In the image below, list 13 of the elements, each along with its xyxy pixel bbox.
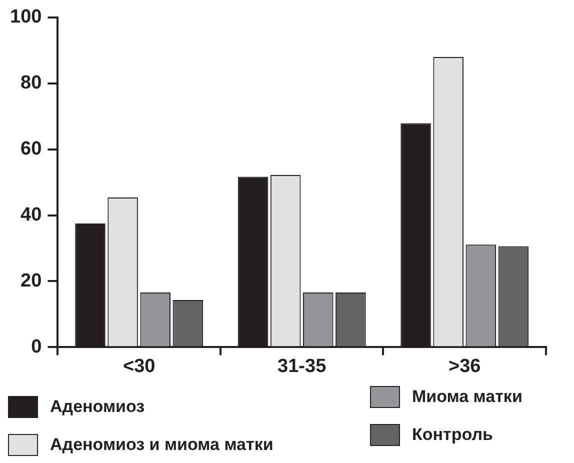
y-tick-label: 40: [20, 204, 42, 226]
legend-label: Миома матки: [412, 387, 522, 407]
legend-label: Аденомиоз и миома матки: [50, 435, 274, 455]
y-tick-label: 80: [20, 72, 42, 94]
x-tick-label: 31-35: [278, 356, 327, 377]
legend-label: Контроль: [412, 425, 493, 445]
legend-label: Аденомиоз: [50, 397, 145, 417]
y-tick-label: 60: [20, 138, 42, 160]
y-tick-label: 0: [31, 336, 42, 358]
x-tick-label: <30: [122, 356, 156, 377]
y-tick-label: 20: [20, 270, 42, 292]
y-tick-label: 100: [10, 6, 42, 28]
x-tick-label: >36: [448, 356, 481, 377]
